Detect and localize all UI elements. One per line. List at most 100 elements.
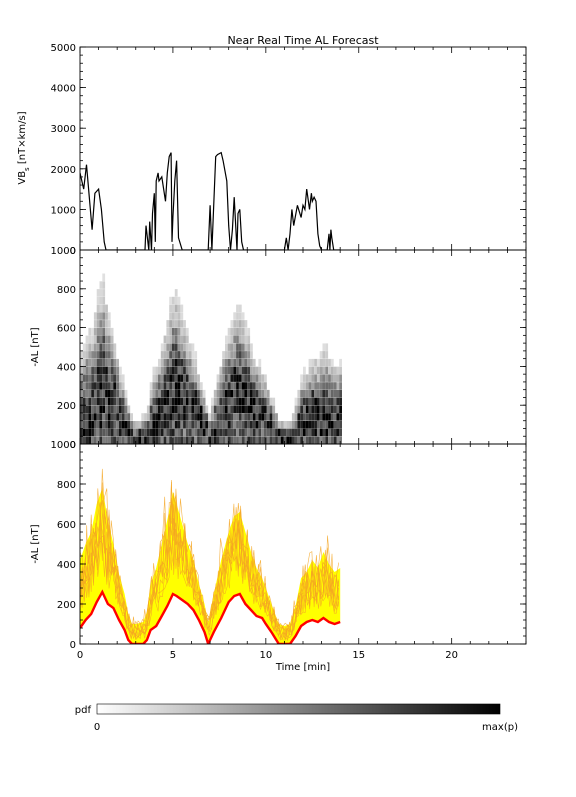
pdf-cell [99,281,103,289]
pdf-cell [172,335,175,344]
pdf-cell [255,374,259,382]
pdf-cell [305,397,309,406]
pdf-cell [258,389,262,398]
pdf-cell [225,351,228,359]
pdf-cell [180,374,184,382]
pdf-cell [163,382,167,390]
pdf-cell [96,335,100,344]
pdf-cell [322,397,326,406]
pdf-cell [336,366,340,375]
pdf-cell [105,382,108,390]
pdf-cell [194,405,198,413]
pdf-cell [85,413,89,421]
pdf-cell [102,351,106,359]
x-tick-label: 15 [352,650,365,661]
pdf-cell [222,421,225,429]
pdf-cell [333,421,337,429]
pdf-cell [180,327,184,336]
pdf-cell [197,428,200,437]
pdf-cell [225,397,228,406]
pdf-cell [269,428,273,437]
pdf-cell [233,405,237,413]
pdf-cell [185,374,189,382]
pdf-cell [110,358,114,367]
pdf-cell [255,397,259,406]
pdf-cell [230,421,234,429]
ensemble-ylabel: -AL [nT] [30,524,41,563]
pdf-cell [208,413,211,421]
pdf-cell [230,382,234,390]
pdf-cell [247,358,251,367]
pdf-cell [305,413,309,421]
pdf-cell [216,397,220,406]
pdf-cell [160,366,164,375]
pdf-cell [93,351,97,359]
pdf-cell [124,428,128,437]
pdf-cell [91,421,94,429]
pdf-cell [105,335,108,344]
pdf-cell [225,382,228,390]
pdf-cell [261,413,264,421]
pdf-cell [336,389,340,398]
pdf-cell [121,382,125,390]
pdf-cell [261,421,264,429]
pdf-cell [236,436,239,444]
pdf-cell [169,304,172,313]
pdf-cell [93,428,97,437]
pdf-cell [325,366,329,375]
pdf-cell [330,428,334,437]
pdf-cell [166,382,170,390]
pdf-cell [197,421,200,429]
pdf-cell [149,428,153,437]
pdf-cell [328,366,331,375]
pdf-cell [149,421,153,429]
y-tick-label: 3000 [51,124,76,135]
pdf-cell [333,397,337,406]
ensemble-series [80,468,341,644]
pdf-cell [99,405,103,413]
pdf-cell [227,421,231,429]
pdf-cell [169,382,172,390]
pdf-cell [194,428,198,437]
pdf-cell [138,436,142,444]
pdf-cell [85,382,89,390]
pdf-cell [330,358,334,367]
pdf-cell [88,382,92,390]
pdf-cell [121,405,125,413]
pdf-cell [250,374,253,382]
pdf-cell [180,405,184,413]
pdf-cell [166,351,170,359]
pdf-cell [113,389,117,398]
pdf-cell [107,413,111,421]
pdf-cell [121,413,125,421]
pdf-cell [205,428,209,437]
pdf-cell [158,397,161,406]
vbs-series [80,151,341,250]
pdf-cell [85,421,89,429]
pdf-cell [172,296,175,305]
pdf-cell [194,389,198,398]
pdf-cell [158,358,161,367]
pdf-cell [163,374,167,382]
pdf-cell [107,428,111,437]
pdf-cell [325,358,329,367]
pdf-cell [149,382,153,390]
pdf-cell [208,428,211,437]
pdf-cell [166,320,170,328]
pdf-cell [261,436,264,444]
pdf-cell [336,374,340,382]
pdf-cell [130,413,133,421]
pdf-cell [138,421,142,429]
pdf-cell [185,436,189,444]
pdf-cell [339,421,342,429]
pdf-cell [183,382,186,390]
pdf-cell [110,351,114,359]
pdf-cell [236,405,239,413]
pdf-cell [252,366,256,375]
pdf-cell [250,428,253,437]
pdf-cell [230,405,234,413]
pdf-cell [283,421,287,429]
pdf-cell [272,413,276,421]
pdf-cell [222,351,225,359]
pdf-cell [227,397,231,406]
